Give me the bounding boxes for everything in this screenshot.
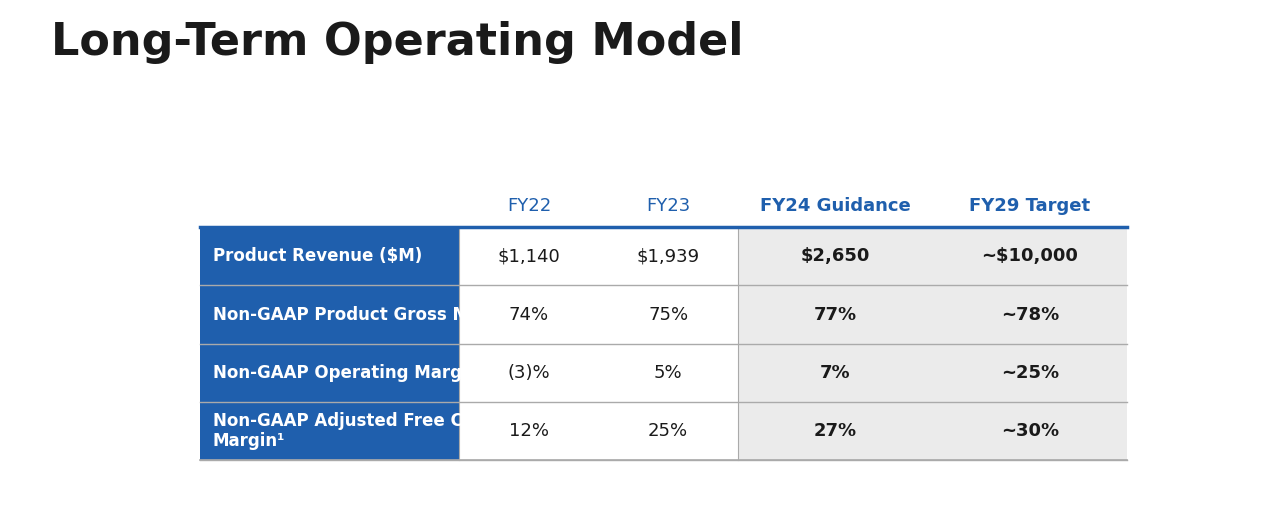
Bar bbox=[200, 286, 460, 343]
Text: FY29 Target: FY29 Target bbox=[969, 197, 1091, 215]
Text: (3)%: (3)% bbox=[508, 364, 550, 382]
Bar bbox=[932, 227, 1128, 286]
Text: Long-Term Operating Model: Long-Term Operating Model bbox=[51, 21, 744, 64]
Bar bbox=[932, 286, 1128, 343]
Text: ~25%: ~25% bbox=[1001, 364, 1059, 382]
Text: 77%: 77% bbox=[814, 306, 856, 323]
Bar bbox=[200, 402, 460, 460]
Text: FY23: FY23 bbox=[646, 197, 690, 215]
Bar bbox=[737, 402, 932, 460]
Text: $2,650: $2,650 bbox=[800, 247, 869, 266]
Text: 12%: 12% bbox=[509, 422, 549, 440]
Bar bbox=[599, 343, 737, 402]
Text: 25%: 25% bbox=[648, 422, 689, 440]
Text: ~$10,000: ~$10,000 bbox=[982, 247, 1078, 266]
Bar bbox=[599, 286, 737, 343]
Bar bbox=[460, 286, 599, 343]
Bar bbox=[599, 227, 737, 286]
Text: ~30%: ~30% bbox=[1001, 422, 1059, 440]
Text: Non-GAAP Product Gross Margin¹: Non-GAAP Product Gross Margin¹ bbox=[212, 306, 525, 323]
Text: 27%: 27% bbox=[814, 422, 856, 440]
Text: FY24 Guidance: FY24 Guidance bbox=[759, 197, 910, 215]
Bar bbox=[932, 402, 1128, 460]
Text: 5%: 5% bbox=[654, 364, 682, 382]
Bar bbox=[737, 286, 932, 343]
Text: $1,140: $1,140 bbox=[498, 247, 561, 266]
Bar bbox=[200, 343, 460, 402]
Bar bbox=[460, 402, 599, 460]
Text: $1,939: $1,939 bbox=[636, 247, 700, 266]
Text: 74%: 74% bbox=[509, 306, 549, 323]
Text: Product Revenue ($M): Product Revenue ($M) bbox=[212, 247, 422, 266]
Text: Non-GAAP Adjusted Free Cash
Margin¹: Non-GAAP Adjusted Free Cash Margin¹ bbox=[212, 411, 495, 450]
Bar bbox=[460, 343, 599, 402]
Bar bbox=[200, 227, 460, 286]
Bar bbox=[737, 343, 932, 402]
Text: ~78%: ~78% bbox=[1001, 306, 1059, 323]
Bar bbox=[599, 402, 737, 460]
Text: 7%: 7% bbox=[819, 364, 850, 382]
Text: 75%: 75% bbox=[648, 306, 689, 323]
Bar bbox=[460, 227, 599, 286]
Bar bbox=[932, 343, 1128, 402]
Bar bbox=[737, 227, 932, 286]
Text: FY22: FY22 bbox=[507, 197, 552, 215]
Text: Non-GAAP Operating Margin¹: Non-GAAP Operating Margin¹ bbox=[212, 364, 486, 382]
